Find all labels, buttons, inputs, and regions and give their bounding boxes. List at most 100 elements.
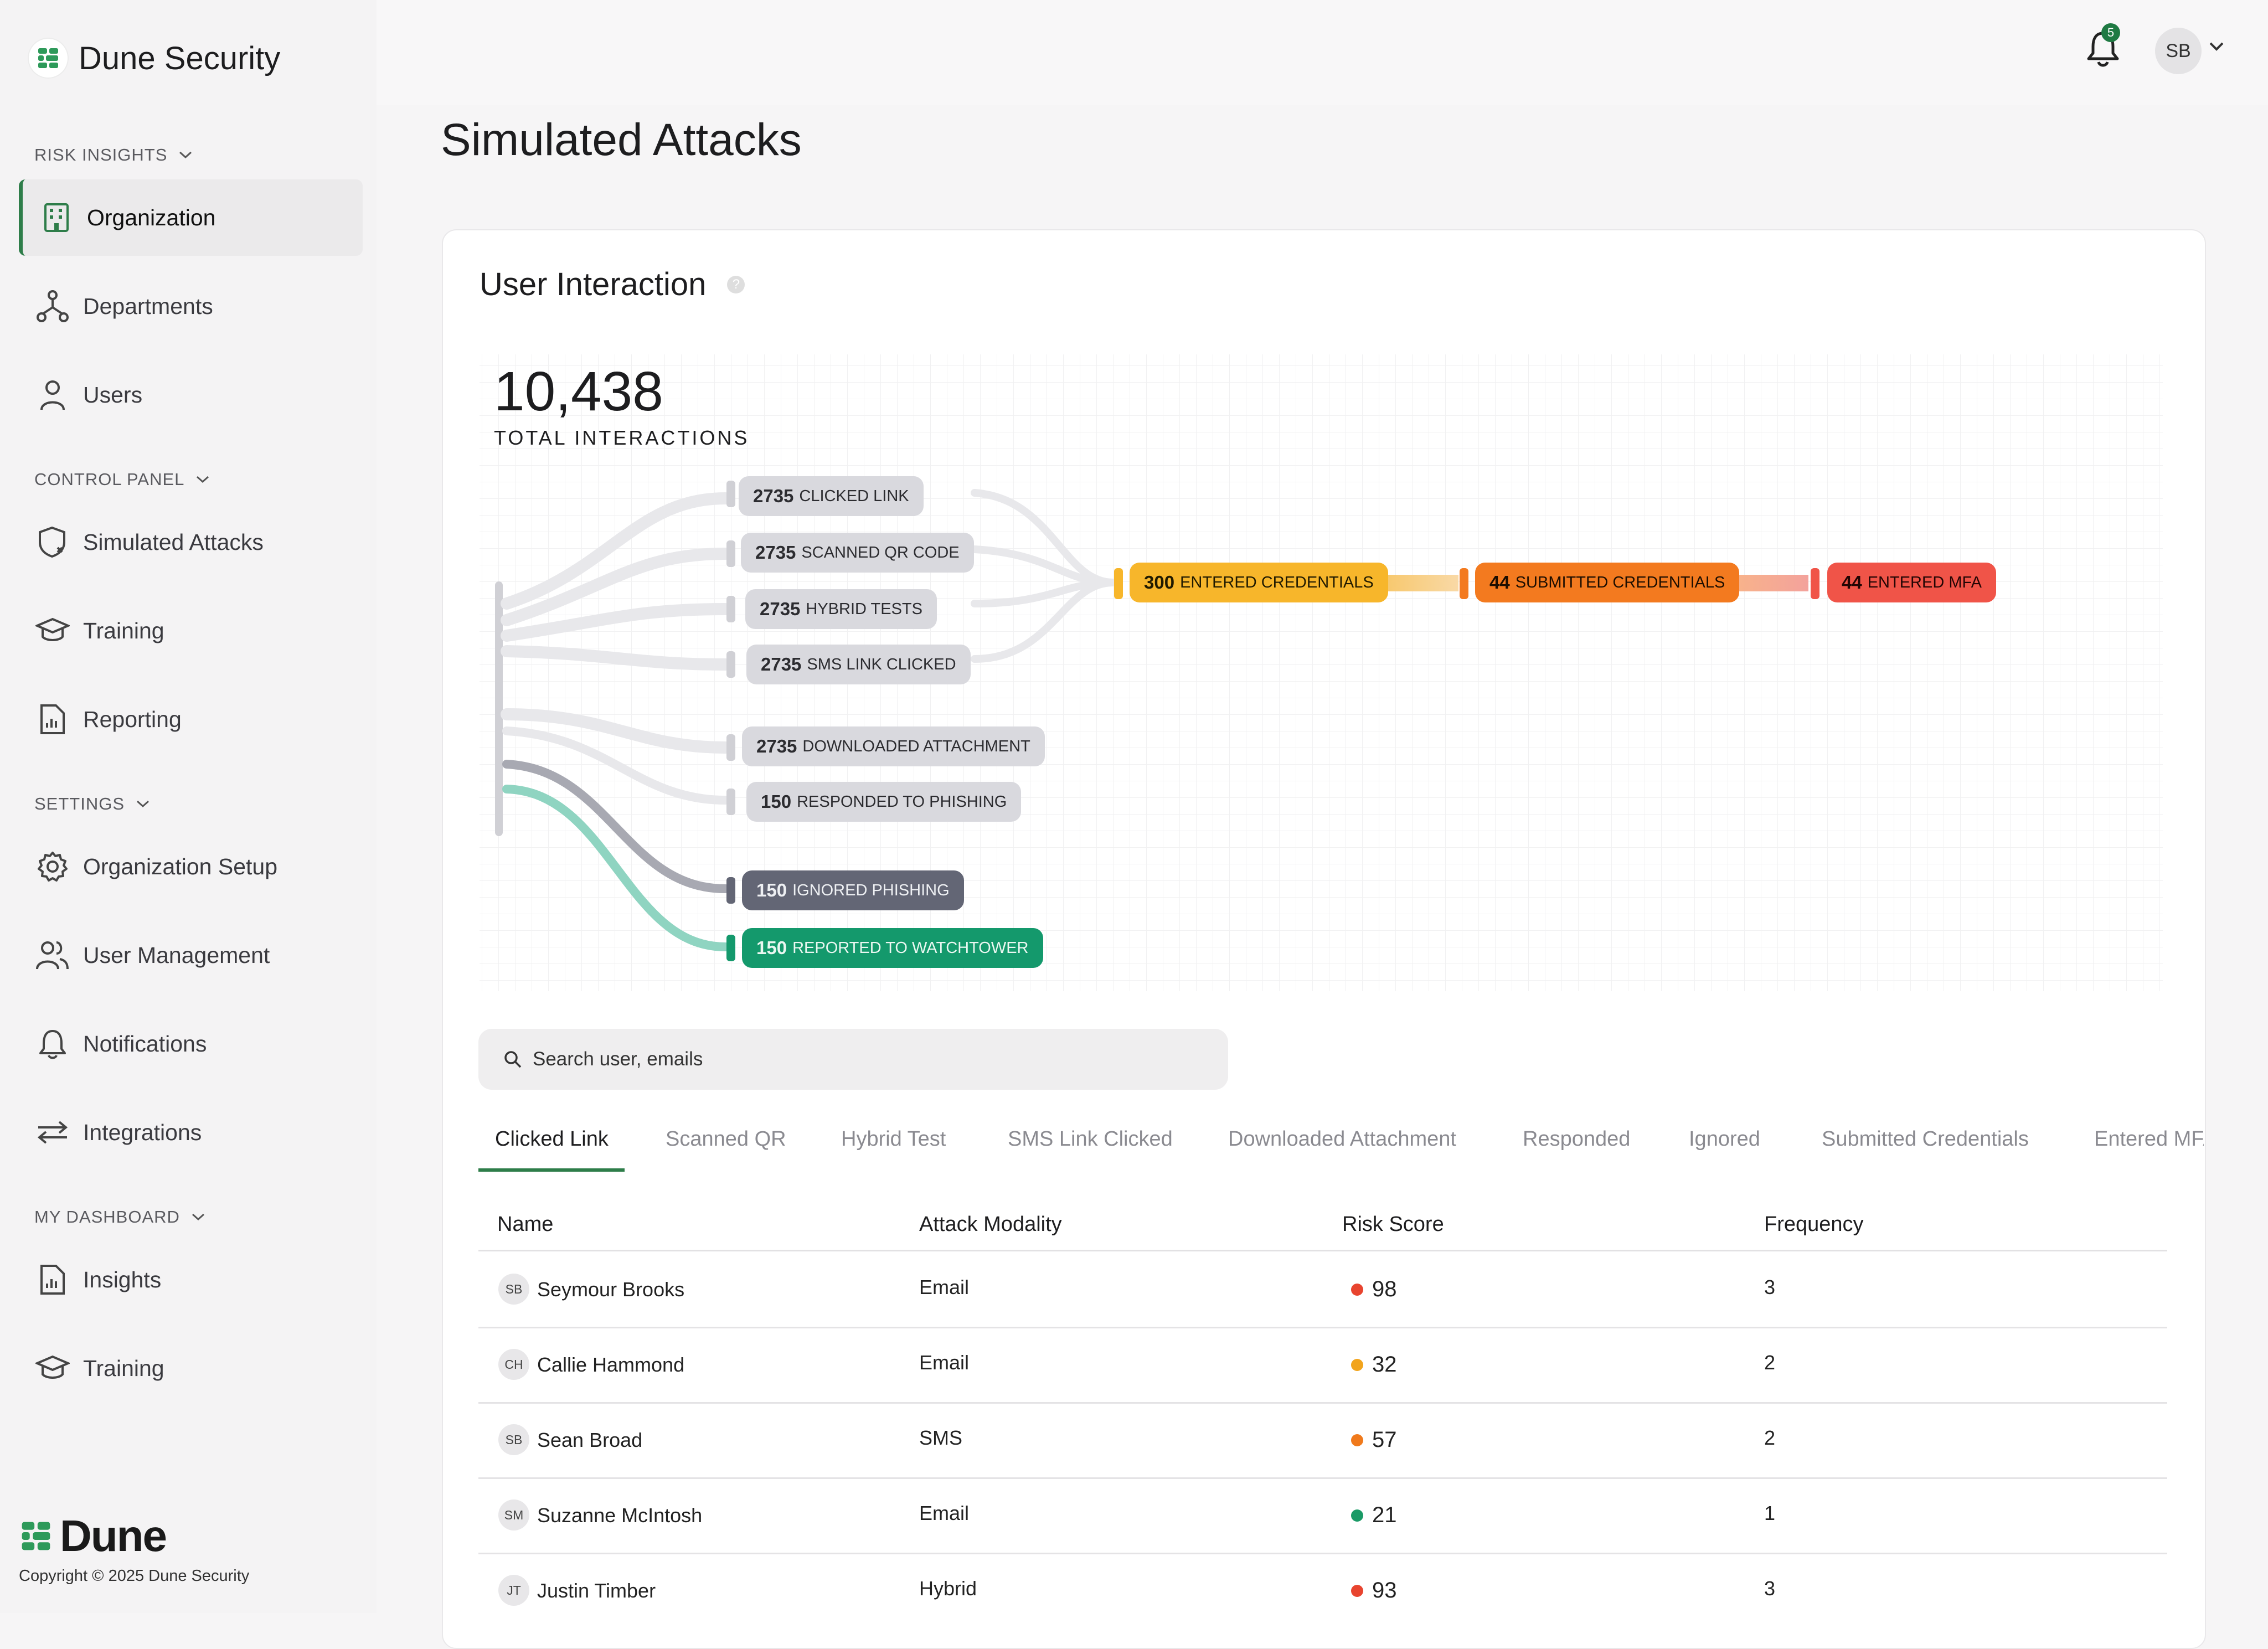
- avatar: SB: [498, 1274, 529, 1305]
- stage-scanned-qr-code[interactable]: 2735 SCANNED QR CODE: [741, 533, 974, 573]
- sidebar-item-label: Notifications: [83, 1030, 207, 1057]
- tab-clicked-link[interactable]: Clicked Link: [495, 1127, 609, 1151]
- tab-sms-link-clicked[interactable]: SMS Link Clicked: [1008, 1127, 1173, 1151]
- tab-scanned-qr[interactable]: Scanned QR: [666, 1127, 786, 1151]
- sidebar-item-users[interactable]: Users: [19, 357, 359, 433]
- tab-submitted-credentials[interactable]: Submitted Credentials: [1822, 1127, 2029, 1151]
- table-row[interactable]: CH Callie Hammond Email 32 2: [478, 1327, 2167, 1404]
- section-settings[interactable]: SETTINGS: [34, 794, 150, 814]
- swap-arrows-icon: [35, 1115, 70, 1150]
- stage-label: HYBRID TESTS: [806, 600, 922, 618]
- search-input[interactable]: Search user, emails: [478, 1029, 1228, 1090]
- sidebar-item-notifications[interactable]: Notifications: [19, 1006, 359, 1082]
- section-title: SETTINGS: [34, 794, 125, 813]
- sidebar-item-organization[interactable]: Organization: [19, 179, 363, 256]
- risk-score: 98: [1372, 1277, 1397, 1301]
- sidebar-item-training[interactable]: Training: [19, 592, 359, 669]
- table-row[interactable]: SB Seymour Brooks Email 98 3: [478, 1251, 2167, 1328]
- sidebar-item-label: Training: [83, 1355, 164, 1381]
- bell-icon: [35, 1027, 70, 1061]
- sidebar-item-departments[interactable]: Departments: [19, 268, 359, 344]
- stage-ignored-phishing[interactable]: 150 IGNORED PHISHING: [742, 870, 964, 910]
- column-header-frequency[interactable]: Frequency: [1764, 1213, 1864, 1236]
- section-title: CONTROL PANEL: [34, 470, 185, 489]
- risk-dot-icon: [1351, 1359, 1363, 1371]
- stage-count: 2735: [755, 542, 796, 563]
- funnel-entered-mfa[interactable]: 44 ENTERED MFA: [1827, 563, 1996, 602]
- stage-label: DOWNLOADED ATTACHMENT: [802, 737, 1030, 755]
- sidebar-item-simulated-attacks[interactable]: Simulated Attacks: [19, 504, 359, 580]
- column-header-attack-modality[interactable]: Attack Modality: [919, 1213, 1062, 1236]
- total-interactions-label: TOTAL INTERACTIONS: [494, 426, 750, 449]
- sidebar-item-label: Organization: [87, 204, 216, 230]
- sidebar-item-user-management[interactable]: User Management: [19, 917, 359, 993]
- stage-count: 2735: [761, 654, 802, 674]
- risk-score: 57: [1372, 1428, 1397, 1452]
- section-my-dashboard[interactable]: MY DASHBOARD: [34, 1207, 205, 1227]
- dune-logo-icon: [29, 39, 68, 78]
- building-icon: [39, 200, 74, 235]
- sidebar-item-insights[interactable]: Insights: [19, 1241, 359, 1318]
- stage-reported-to-watchtower[interactable]: 150 REPORTED TO WATCHTOWER: [742, 928, 1043, 968]
- tab-entered-mfa[interactable]: Entered MFA: [2094, 1127, 2204, 1151]
- attack-modality: SMS: [919, 1426, 963, 1449]
- section-risk-insights[interactable]: RISK INSIGHTS: [34, 145, 193, 165]
- user-avatar[interactable]: SB: [2155, 28, 2202, 74]
- tab-responded[interactable]: Responded: [1523, 1127, 1631, 1151]
- stage-hybrid-tests[interactable]: 2735 HYBRID TESTS: [745, 589, 937, 629]
- column-header-name[interactable]: Name: [497, 1213, 554, 1236]
- column-header-risk-score[interactable]: Risk Score: [1342, 1213, 1444, 1236]
- risk-dot-icon: [1351, 1284, 1363, 1296]
- tab-downloaded-attachment[interactable]: Downloaded Attachment: [1228, 1127, 1456, 1151]
- avatar: CH: [498, 1349, 529, 1380]
- stage-label: CLICKED LINK: [799, 487, 909, 505]
- tab-hybrid-test[interactable]: Hybrid Test: [841, 1127, 946, 1151]
- report-icon: [35, 702, 70, 736]
- shield-icon: [35, 525, 70, 559]
- funnel-entered-credentials[interactable]: 300 ENTERED CREDENTIALS: [1130, 563, 1388, 602]
- table-row[interactable]: JT Justin Timber Hybrid 93 3: [478, 1553, 2167, 1628]
- stage-label: RESPONDED TO PHISHING: [797, 792, 1007, 811]
- brand[interactable]: Dune Security: [29, 39, 280, 78]
- stage-count: 150: [756, 880, 787, 900]
- frequency: 2: [1764, 1426, 1776, 1449]
- sidebar-item-reporting[interactable]: Reporting: [19, 681, 359, 757]
- user-name: Justin Timber: [537, 1579, 656, 1602]
- sidebar-item-label: Training: [83, 617, 164, 643]
- sidebar-item-label: Integrations: [83, 1119, 202, 1145]
- stage-responded-to-phishing[interactable]: 150 RESPONDED TO PHISHING: [746, 782, 1022, 822]
- section-control-panel[interactable]: CONTROL PANEL: [34, 470, 210, 489]
- stage-downloaded-attachment[interactable]: 2735 DOWNLOADED ATTACHMENT: [742, 726, 1045, 766]
- stage-label: SCANNED QR CODE: [801, 543, 960, 561]
- interaction-flow-diagram: [480, 354, 2163, 991]
- table-row[interactable]: SM Suzanne McIntosh Email 21 1: [478, 1477, 2167, 1554]
- user-name: Suzanne McIntosh: [537, 1504, 703, 1527]
- stage-count: 150: [756, 937, 787, 958]
- search-placeholder: Search user, emails: [533, 1048, 703, 1070]
- tab-ignored[interactable]: Ignored: [1689, 1127, 1760, 1151]
- sidebar-item-label: Users: [83, 382, 143, 408]
- users-icon: [35, 938, 70, 972]
- sidebar-item-my-training[interactable]: Training: [19, 1330, 359, 1406]
- frequency: 3: [1764, 1276, 1776, 1298]
- sidebar-item-label: Reporting: [83, 706, 182, 732]
- dune-logo-icon: [22, 1522, 50, 1550]
- attack-modality: Email: [919, 1276, 970, 1298]
- funnel-count: 44: [1842, 572, 1862, 592]
- attack-modality: Email: [919, 1502, 970, 1524]
- stage-clicked-link[interactable]: 2735 CLICKED LINK: [739, 476, 924, 516]
- funnel-submitted-credentials[interactable]: 44 SUBMITTED CREDENTIALS: [1475, 563, 1740, 602]
- sidebar-item-label: Insights: [83, 1266, 162, 1292]
- frequency: 2: [1764, 1351, 1776, 1374]
- chevron-down-icon: [192, 1213, 204, 1221]
- chevron-down-icon[interactable]: [2208, 41, 2225, 52]
- stage-sms-link-clicked[interactable]: 2735 SMS LINK CLICKED: [746, 645, 971, 684]
- sidebar-item-organization-setup[interactable]: Organization Setup: [19, 828, 359, 905]
- active-tab-indicator: [478, 1168, 625, 1172]
- frequency: 3: [1764, 1577, 1776, 1600]
- table-row[interactable]: SB Sean Broad SMS 57 2: [478, 1402, 2167, 1479]
- stage-count: 2735: [760, 599, 801, 619]
- help-icon[interactable]: ?: [727, 275, 745, 293]
- sidebar-item-integrations[interactable]: Integrations: [19, 1094, 359, 1171]
- funnel-label: ENTERED CREDENTIALS: [1180, 573, 1374, 591]
